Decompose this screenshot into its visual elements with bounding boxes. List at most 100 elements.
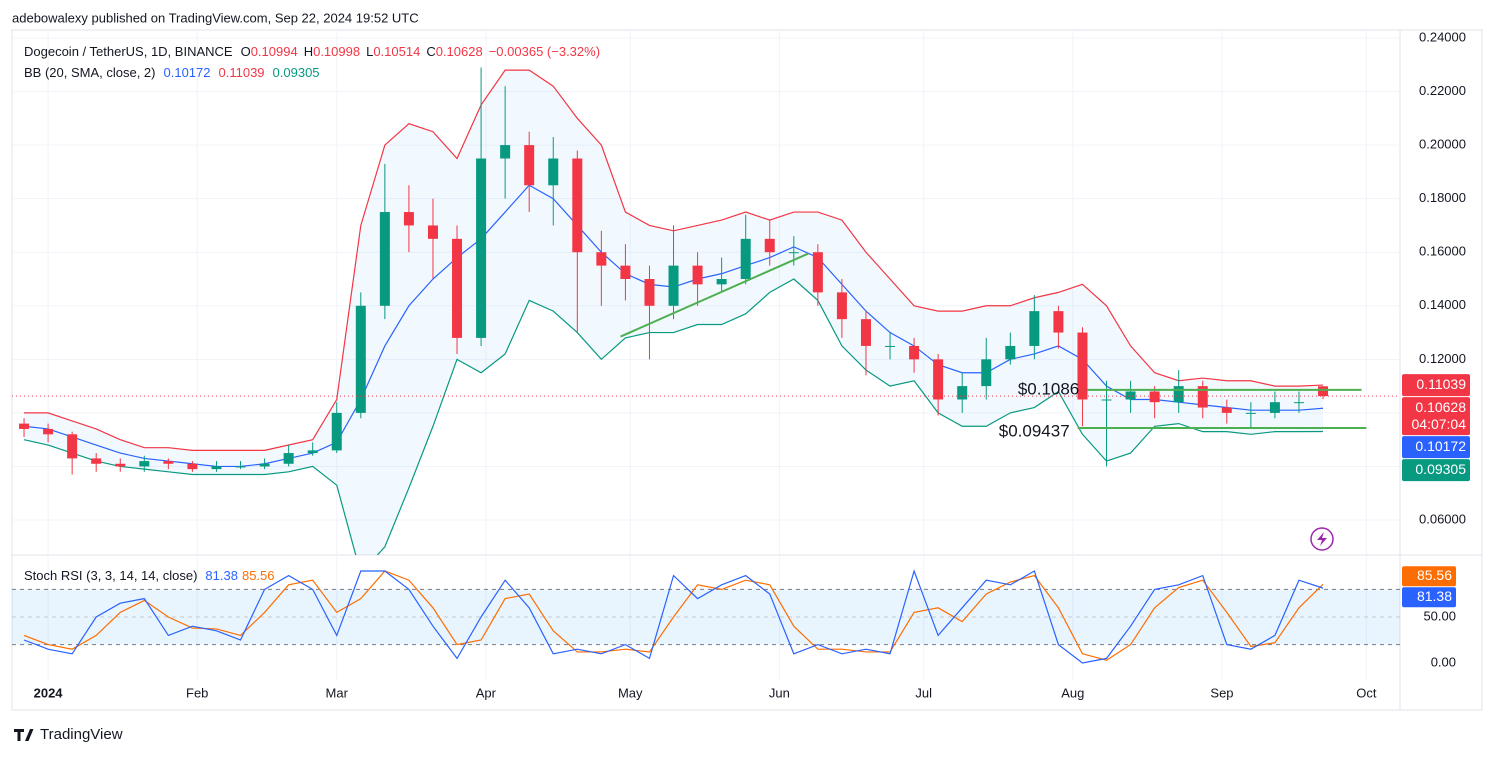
y-tick-label: 0.06000: [1419, 511, 1466, 526]
price-tag-label: 0.09305: [1415, 461, 1466, 477]
stoch-legend-part: 81.38: [205, 568, 238, 583]
stoch-tag: [1402, 587, 1456, 608]
x-tick-label: Mar: [326, 685, 349, 700]
x-tick-label: Jul: [915, 685, 932, 700]
bb-value: 0.11039: [219, 65, 265, 80]
candle-body: [644, 279, 655, 306]
ohlc-label: C: [426, 44, 435, 59]
y-tick-label: 0.18000: [1419, 190, 1466, 205]
candle-body: [668, 265, 679, 306]
x-tick-label: May: [618, 685, 643, 700]
brand-name: TradingView: [40, 726, 123, 743]
candle-body: [307, 450, 318, 454]
candle-body: [885, 345, 896, 347]
x-tick-label: 2024: [34, 685, 64, 700]
x-tick-label: Apr: [476, 685, 497, 700]
candle-body: [1125, 391, 1136, 400]
candle-body: [139, 461, 150, 467]
candle-body: [1101, 399, 1112, 401]
stoch-tick-label: 50.00: [1423, 608, 1456, 623]
stoch-line: [23, 569, 1324, 664]
ohlc-value: 0.10994: [251, 44, 298, 59]
y-tick-label: 0.22000: [1419, 83, 1466, 98]
candle-body: [1005, 345, 1016, 360]
candle-body: [427, 225, 438, 239]
trendline: [620, 252, 809, 338]
bb-value: 0.09305: [273, 65, 320, 80]
frame: [11, 29, 1483, 711]
stoch-tag-label: 81.38: [1417, 588, 1452, 604]
level-label: $0.09437: [999, 421, 1070, 440]
candle-body: [163, 461, 174, 464]
candle-body: [1293, 402, 1304, 404]
ohlc-value: 0.10514: [373, 44, 420, 59]
ohlc-label: O: [241, 44, 251, 59]
y-tick-label: 0.20000: [1419, 137, 1466, 152]
stoch-tag: [1402, 566, 1456, 587]
overlay: 0.060000.080000.100000.120000.140000.160…: [24, 29, 1470, 700]
candle-body: [476, 158, 487, 338]
stoch-tick-label: 0.00: [1431, 654, 1456, 669]
candle-body: [67, 434, 78, 459]
publisher: adebowalexy published on TradingView.com…: [12, 10, 419, 25]
candle-body: [331, 412, 342, 451]
candle-body: [860, 319, 871, 346]
candle-body: [620, 265, 631, 279]
price-tag: [1402, 459, 1470, 482]
y-tick-label: 0.14000: [1419, 297, 1466, 312]
candle-body: [19, 423, 30, 429]
brand-logo: [14, 729, 34, 741]
candle-body: [500, 145, 511, 159]
legend: BB (20, SMA, close, 2) 0.10172 0.11039 0.09…: [24, 65, 320, 80]
candle-body: [524, 145, 535, 186]
price-pane: [12, 30, 1400, 555]
candle-body: [692, 265, 703, 285]
candle-body: [788, 252, 799, 254]
price-tag-label: 0.11039: [1416, 376, 1466, 392]
candle-body: [91, 458, 102, 464]
candle-body: [379, 212, 390, 306]
alert-bolt: [1317, 532, 1327, 546]
price-tag: [1402, 436, 1470, 459]
candle-body: [836, 292, 847, 320]
candle-body: [355, 305, 366, 413]
symbol: Dogecoin / TetherUS, 1D, BINANCE: [24, 44, 233, 59]
candle-body: [957, 386, 968, 400]
candle-body: [909, 345, 920, 360]
candle-body: [548, 158, 559, 186]
candle-body: [43, 428, 54, 435]
x-tick-label: Oct: [1356, 685, 1377, 700]
countdown: 04:07:04: [1412, 416, 1467, 432]
candle-body: [596, 252, 607, 266]
candle-body: [572, 158, 583, 253]
indicator-name: BB (20, SMA, close, 2): [24, 65, 156, 80]
candle-body: [283, 453, 294, 464]
ohlc-label: H: [304, 44, 313, 59]
x-tick-label: Jun: [769, 685, 790, 700]
candle-body: [235, 466, 246, 468]
ohlc-label: L: [366, 44, 373, 59]
price-tag: [1402, 374, 1470, 397]
candle-body: [187, 463, 198, 470]
candle-body: [1173, 386, 1184, 403]
change: −0.00365 (−3.32%): [489, 44, 600, 59]
candle-body: [1269, 402, 1280, 413]
stoch-line: [23, 570, 1324, 661]
candle-body: [115, 463, 126, 467]
candle-body: [403, 212, 414, 226]
candle-body: [1053, 311, 1064, 333]
stoch-tag-label: 85.56: [1417, 567, 1452, 583]
candle-body: [452, 238, 463, 338]
alert-icon[interactable]: [1310, 527, 1334, 551]
candle-body: [259, 463, 270, 467]
stoch-legend-part: 85.56: [242, 568, 275, 583]
candle-body: [1077, 332, 1088, 400]
price-tag: [1402, 397, 1470, 436]
candle-body: [764, 238, 775, 253]
candle-body: [740, 238, 751, 279]
candle-body: [1221, 407, 1232, 413]
x-tick-label: Aug: [1061, 685, 1084, 700]
candle-body: [1318, 386, 1329, 397]
